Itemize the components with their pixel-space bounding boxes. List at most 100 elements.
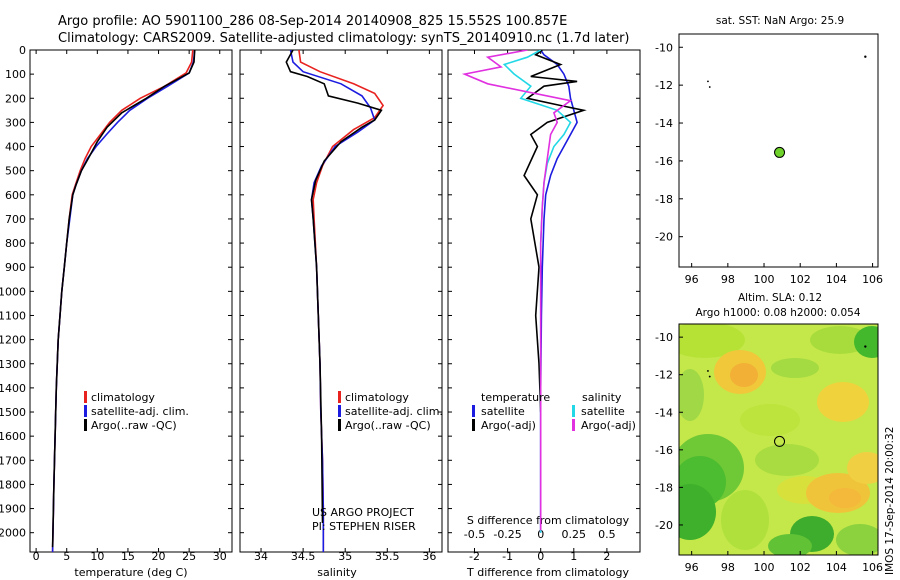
map-y-tick-label: -14	[655, 406, 673, 419]
map-x-tick-label: 100	[754, 273, 775, 286]
x-tick-label: 25	[182, 550, 196, 563]
map-x-tick-label: 104	[826, 273, 847, 286]
y-tick-label: 1900	[0, 503, 26, 516]
legend-title-salinity: salinity	[582, 391, 622, 404]
legend-swatch-climatology	[84, 391, 87, 403]
x-tick-label: 34	[254, 550, 268, 563]
legend-label-argo: Argo(..raw -QC)	[345, 419, 431, 432]
map-y-tick-label: -12	[655, 369, 673, 382]
x-tick-label: 5	[63, 550, 70, 563]
x-tick-label: 0	[537, 550, 544, 563]
sla-map-title-line2: Argo h1000: 0.08 h2000: 0.054	[695, 307, 860, 319]
island-marker	[864, 55, 867, 58]
y-tick-label: 800	[5, 237, 26, 250]
y-tick-label: 1700	[0, 454, 26, 467]
x-tick-label: -1	[502, 550, 513, 563]
y-tick-label: 2000	[0, 527, 26, 540]
map-y-tick-label: -12	[655, 79, 673, 92]
map-y-tick-label: -16	[655, 444, 673, 457]
y-tick-label: 500	[5, 165, 26, 178]
temperature-legend: climatology satellite-adj. clim. Argo(..…	[84, 391, 189, 432]
sla-map-title-line1: Altim. SLA: 0.12	[738, 292, 822, 304]
sla-map: 96 98 100 102 104 106 -10 -12 -14 -16 -18 -20	[655, 331, 883, 574]
series-line-satellite-adj-clim	[51, 50, 196, 552]
diff-xlabel-bottom: T difference from climatology	[466, 566, 629, 579]
x-tick-label: 35.5	[375, 550, 400, 563]
credit-line1: US ARGO PROJECT	[312, 506, 414, 519]
y-tick-label: 1300	[0, 358, 26, 371]
sla-map-panel	[678, 323, 879, 556]
x-tick-label: -2	[469, 550, 480, 563]
y-tick-label: 0	[19, 44, 26, 57]
temperature-xlabel: temperature (deg C)	[74, 566, 187, 579]
map-y-tick-label: -18	[655, 193, 673, 206]
x-tick-label: 34.5	[291, 550, 316, 563]
depth-axis: 0 100 200 300 400 500 600 700 800 900 1000 1100 1200…	[0, 44, 640, 540]
map-y-tick-label: -16	[655, 155, 673, 168]
y-tick-label: 1100	[0, 309, 26, 322]
map-x-tick-label: 102	[790, 273, 811, 286]
map-x-tick-label: 102	[790, 561, 811, 574]
x-tick-label: 20	[152, 550, 166, 563]
legend-swatch-satellite	[338, 405, 341, 417]
y-tick-label: 1200	[0, 334, 26, 347]
x-tick-label: 2	[603, 550, 610, 563]
legend-swatch-argo	[84, 419, 87, 431]
legend-title-temperature: temperature	[481, 391, 550, 404]
y-tick-label: 300	[5, 116, 26, 129]
salinity-legend: climatology satellite-adj. clim. Argo(..…	[338, 391, 443, 432]
legend-swatch-temp-argo	[472, 419, 475, 431]
map-y-tick-label: -10	[655, 41, 673, 54]
profile-lines	[51, 50, 587, 552]
series-line-argo-raw-qc	[51, 50, 196, 548]
float-position-marker	[774, 435, 786, 447]
legend-swatch-temp-satellite	[472, 405, 475, 417]
sla-map-field	[679, 324, 878, 555]
map-y-tick-label: -14	[655, 117, 673, 130]
series-line-climatology	[51, 50, 194, 552]
panel-series-group	[285, 50, 385, 552]
y-tick-label: 100	[5, 68, 26, 81]
x-tick-label: 15	[121, 550, 135, 563]
island-marker	[708, 375, 711, 378]
x2-tick-label: -0.25	[493, 528, 521, 541]
map-y-tick-label: -20	[655, 519, 673, 532]
sst-map-title: sat. SST: NaN Argo: 25.9	[716, 15, 844, 27]
legend-swatch-argo	[338, 419, 341, 431]
legend-swatch-sal-satellite	[572, 405, 575, 417]
map-x-tick-label: 98	[721, 561, 735, 574]
map-x-tick-label: 98	[721, 273, 735, 286]
map-x-tick-label: 106	[862, 273, 883, 286]
panel-series-group	[461, 50, 587, 533]
map-y-tick-label: -10	[655, 331, 673, 344]
figure-title-line2: Climatology: CARS2009. Satellite-adjuste…	[58, 31, 630, 46]
map-y-tick-label: -18	[655, 481, 673, 494]
x-tick-label: 35	[338, 550, 352, 563]
island-marker	[864, 345, 867, 348]
map-x-tick-label: 106	[862, 561, 883, 574]
island-marker	[708, 86, 711, 88]
legend-label-climatology: climatology	[91, 391, 155, 404]
sst-map: 96 98 100 102 104 106 -10 -12 -14 -16 -18 -20	[655, 41, 883, 286]
legend-label-temp-satellite: satellite	[481, 405, 525, 418]
figure-title-line1: Argo profile: AO 5901100_286 08-Sep-2014…	[58, 14, 567, 29]
x-tick-label: 30	[213, 550, 227, 563]
legend-label-climatology: climatology	[345, 391, 409, 404]
y-tick-label: 1600	[0, 430, 26, 443]
difference-legend: temperature satellite Argo(-adj) salinit…	[472, 391, 636, 432]
x-tick-label: 1	[570, 550, 577, 563]
y-tick-label: 1800	[0, 478, 26, 491]
y-tick-label: 200	[5, 92, 26, 105]
legend-label-satellite: satellite-adj. clim.	[91, 405, 189, 418]
x2-tick-label: 0.5	[598, 528, 616, 541]
y-tick-label: 700	[5, 213, 26, 226]
x-axes: 0 5 10 15 20 25 30 34 34.5 35 35.5 36 -2 -1 0 1 2 -0.5 -0.…	[33, 50, 616, 563]
y-tick-label: 600	[5, 189, 26, 202]
legend-label-temp-argo: Argo(-adj)	[481, 419, 536, 432]
map-x-tick-label: 96	[685, 273, 699, 286]
x-tick-label: 0	[33, 550, 40, 563]
credit-line2: PI: STEPHEN RISER	[312, 520, 416, 533]
map-x-tick-label: 104	[826, 561, 847, 574]
x-tick-label: 10	[90, 550, 104, 563]
